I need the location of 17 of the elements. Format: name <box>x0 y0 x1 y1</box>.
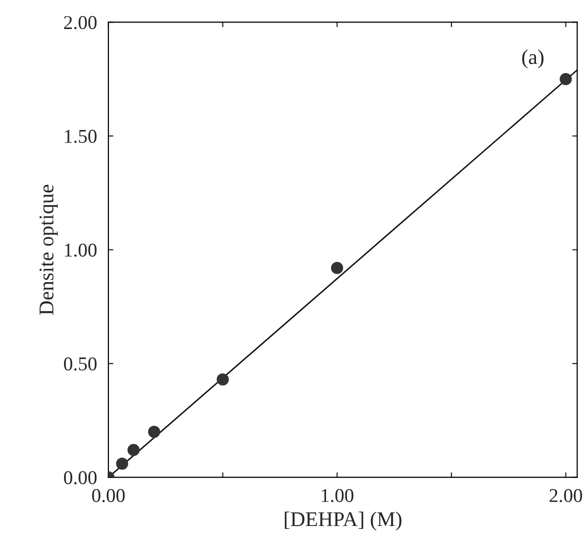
y-tick-label: 1.50 <box>64 130 97 143</box>
y-tick-label: 0.00 <box>64 471 97 484</box>
x-axis-title: [DEHPA] (M) <box>284 512 402 530</box>
point <box>331 262 344 274</box>
y-tick-label: 1.00 <box>64 244 97 257</box>
annotation: (a) <box>522 50 544 68</box>
y-tick-label: 0.50 <box>64 357 97 371</box>
point <box>116 458 128 470</box>
x-tick-label: 0.00 <box>92 488 125 502</box>
point <box>127 444 140 456</box>
y-axis-title: Densite optique <box>39 184 58 315</box>
point <box>216 373 229 386</box>
x-tick-label: 2.00 <box>550 488 582 502</box>
point <box>560 73 572 86</box>
y-tick-label: 2.00 <box>64 16 97 30</box>
x-tick-label: 1.00 <box>322 488 354 502</box>
point <box>148 426 160 438</box>
